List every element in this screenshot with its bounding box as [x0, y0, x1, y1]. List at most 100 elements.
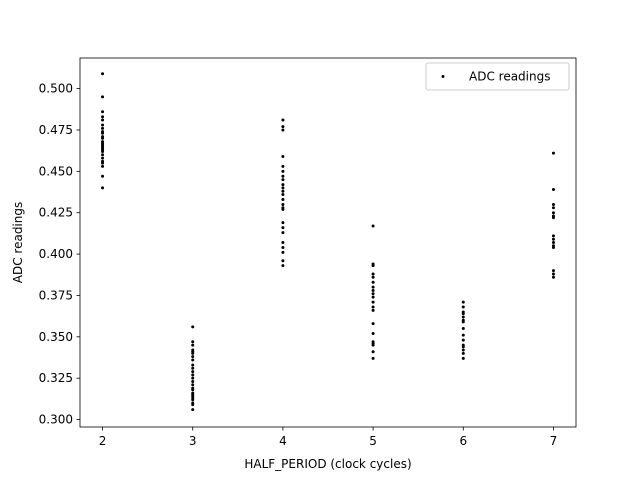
data-point	[191, 383, 195, 387]
data-point	[281, 183, 285, 187]
legend-box	[425, 62, 570, 91]
data-point	[101, 186, 105, 190]
data-point	[371, 356, 375, 360]
data-point	[551, 272, 555, 276]
data-point	[191, 376, 195, 380]
data-point	[191, 325, 195, 329]
data-point	[461, 320, 465, 324]
legend-marker	[441, 75, 445, 78]
data-point	[281, 207, 285, 211]
data-point	[371, 272, 375, 276]
data-point	[101, 110, 105, 114]
data-point	[281, 202, 285, 206]
data-point	[371, 300, 375, 304]
data-point	[281, 189, 285, 193]
data-point	[371, 350, 375, 354]
data-point	[191, 343, 195, 347]
y-tick-label: 0.450	[39, 164, 73, 178]
data-point	[371, 292, 375, 296]
data-point	[191, 403, 195, 407]
data-point	[281, 226, 285, 230]
data-point	[101, 123, 105, 127]
plot-frame	[79, 57, 577, 428]
data-point	[101, 149, 105, 153]
data-point	[281, 193, 285, 197]
data-point	[551, 216, 555, 220]
data-point	[191, 370, 195, 374]
data-point	[461, 333, 465, 337]
y-axis-label: ADC readings	[11, 202, 25, 283]
x-tick-label: 3	[189, 434, 197, 448]
data-point	[191, 373, 195, 377]
y-tick-label: 0.500	[39, 82, 73, 96]
data-point	[281, 125, 285, 129]
data-point	[101, 156, 105, 160]
data-point	[281, 128, 285, 132]
data-point	[371, 332, 375, 336]
data-point	[281, 164, 285, 168]
data-points	[101, 72, 555, 412]
y-tick-label: 0.400	[39, 247, 73, 261]
data-point	[551, 234, 555, 238]
data-point	[191, 355, 195, 359]
data-point	[281, 197, 285, 201]
data-point	[461, 327, 465, 331]
data-point	[101, 164, 105, 168]
y-tick-label: 0.300	[39, 413, 73, 427]
data-point	[281, 174, 285, 178]
data-point	[281, 259, 285, 263]
data-point	[281, 118, 285, 122]
data-point	[191, 363, 195, 367]
x-tick-label: 7	[550, 434, 558, 448]
data-point	[551, 211, 555, 215]
data-point	[281, 250, 285, 254]
data-point	[371, 275, 375, 279]
data-point	[461, 351, 465, 355]
data-point	[551, 269, 555, 273]
data-point	[191, 379, 195, 383]
y-tick-label: 0.350	[39, 330, 73, 344]
data-point	[371, 295, 375, 299]
data-point	[281, 245, 285, 249]
data-point	[191, 388, 195, 392]
legend: ADC readings	[425, 62, 570, 91]
data-point	[371, 322, 375, 326]
data-point	[461, 356, 465, 360]
plot-background	[80, 58, 576, 427]
data-point	[101, 136, 105, 140]
data-point	[101, 72, 105, 76]
data-point	[101, 115, 105, 119]
data-point	[101, 131, 105, 135]
data-point	[371, 343, 375, 347]
data-point	[191, 358, 195, 362]
data-point	[101, 118, 105, 122]
data-point	[281, 231, 285, 235]
data-point	[191, 351, 195, 355]
data-point	[191, 408, 195, 412]
data-point	[551, 241, 555, 244]
data-point	[551, 275, 555, 279]
data-point	[101, 161, 105, 165]
data-point	[371, 285, 375, 289]
data-point	[101, 95, 105, 99]
data-point	[101, 126, 105, 130]
data-point	[551, 151, 555, 155]
data-point	[191, 340, 195, 344]
y-axis-ticks: 0.300 0.325 0.350 0.375 0.400 0.425 0.450 0.475…	[39, 82, 80, 427]
data-point	[461, 312, 465, 316]
data-point	[461, 315, 465, 319]
x-tick-label: 5	[369, 434, 377, 448]
data-point	[371, 305, 375, 309]
data-point	[461, 300, 465, 304]
data-point	[281, 186, 285, 190]
data-point	[281, 241, 285, 244]
y-tick-label: 0.475	[39, 123, 73, 137]
y-tick-label: 0.375	[39, 288, 73, 302]
data-point	[281, 169, 285, 173]
data-point	[191, 398, 195, 402]
x-axis-ticks: 2 3 4 5 6 7	[99, 427, 558, 448]
y-tick-label: 0.325	[39, 371, 73, 385]
y-tick-label: 0.425	[39, 206, 73, 220]
data-point	[551, 188, 555, 192]
data-point	[281, 178, 285, 182]
